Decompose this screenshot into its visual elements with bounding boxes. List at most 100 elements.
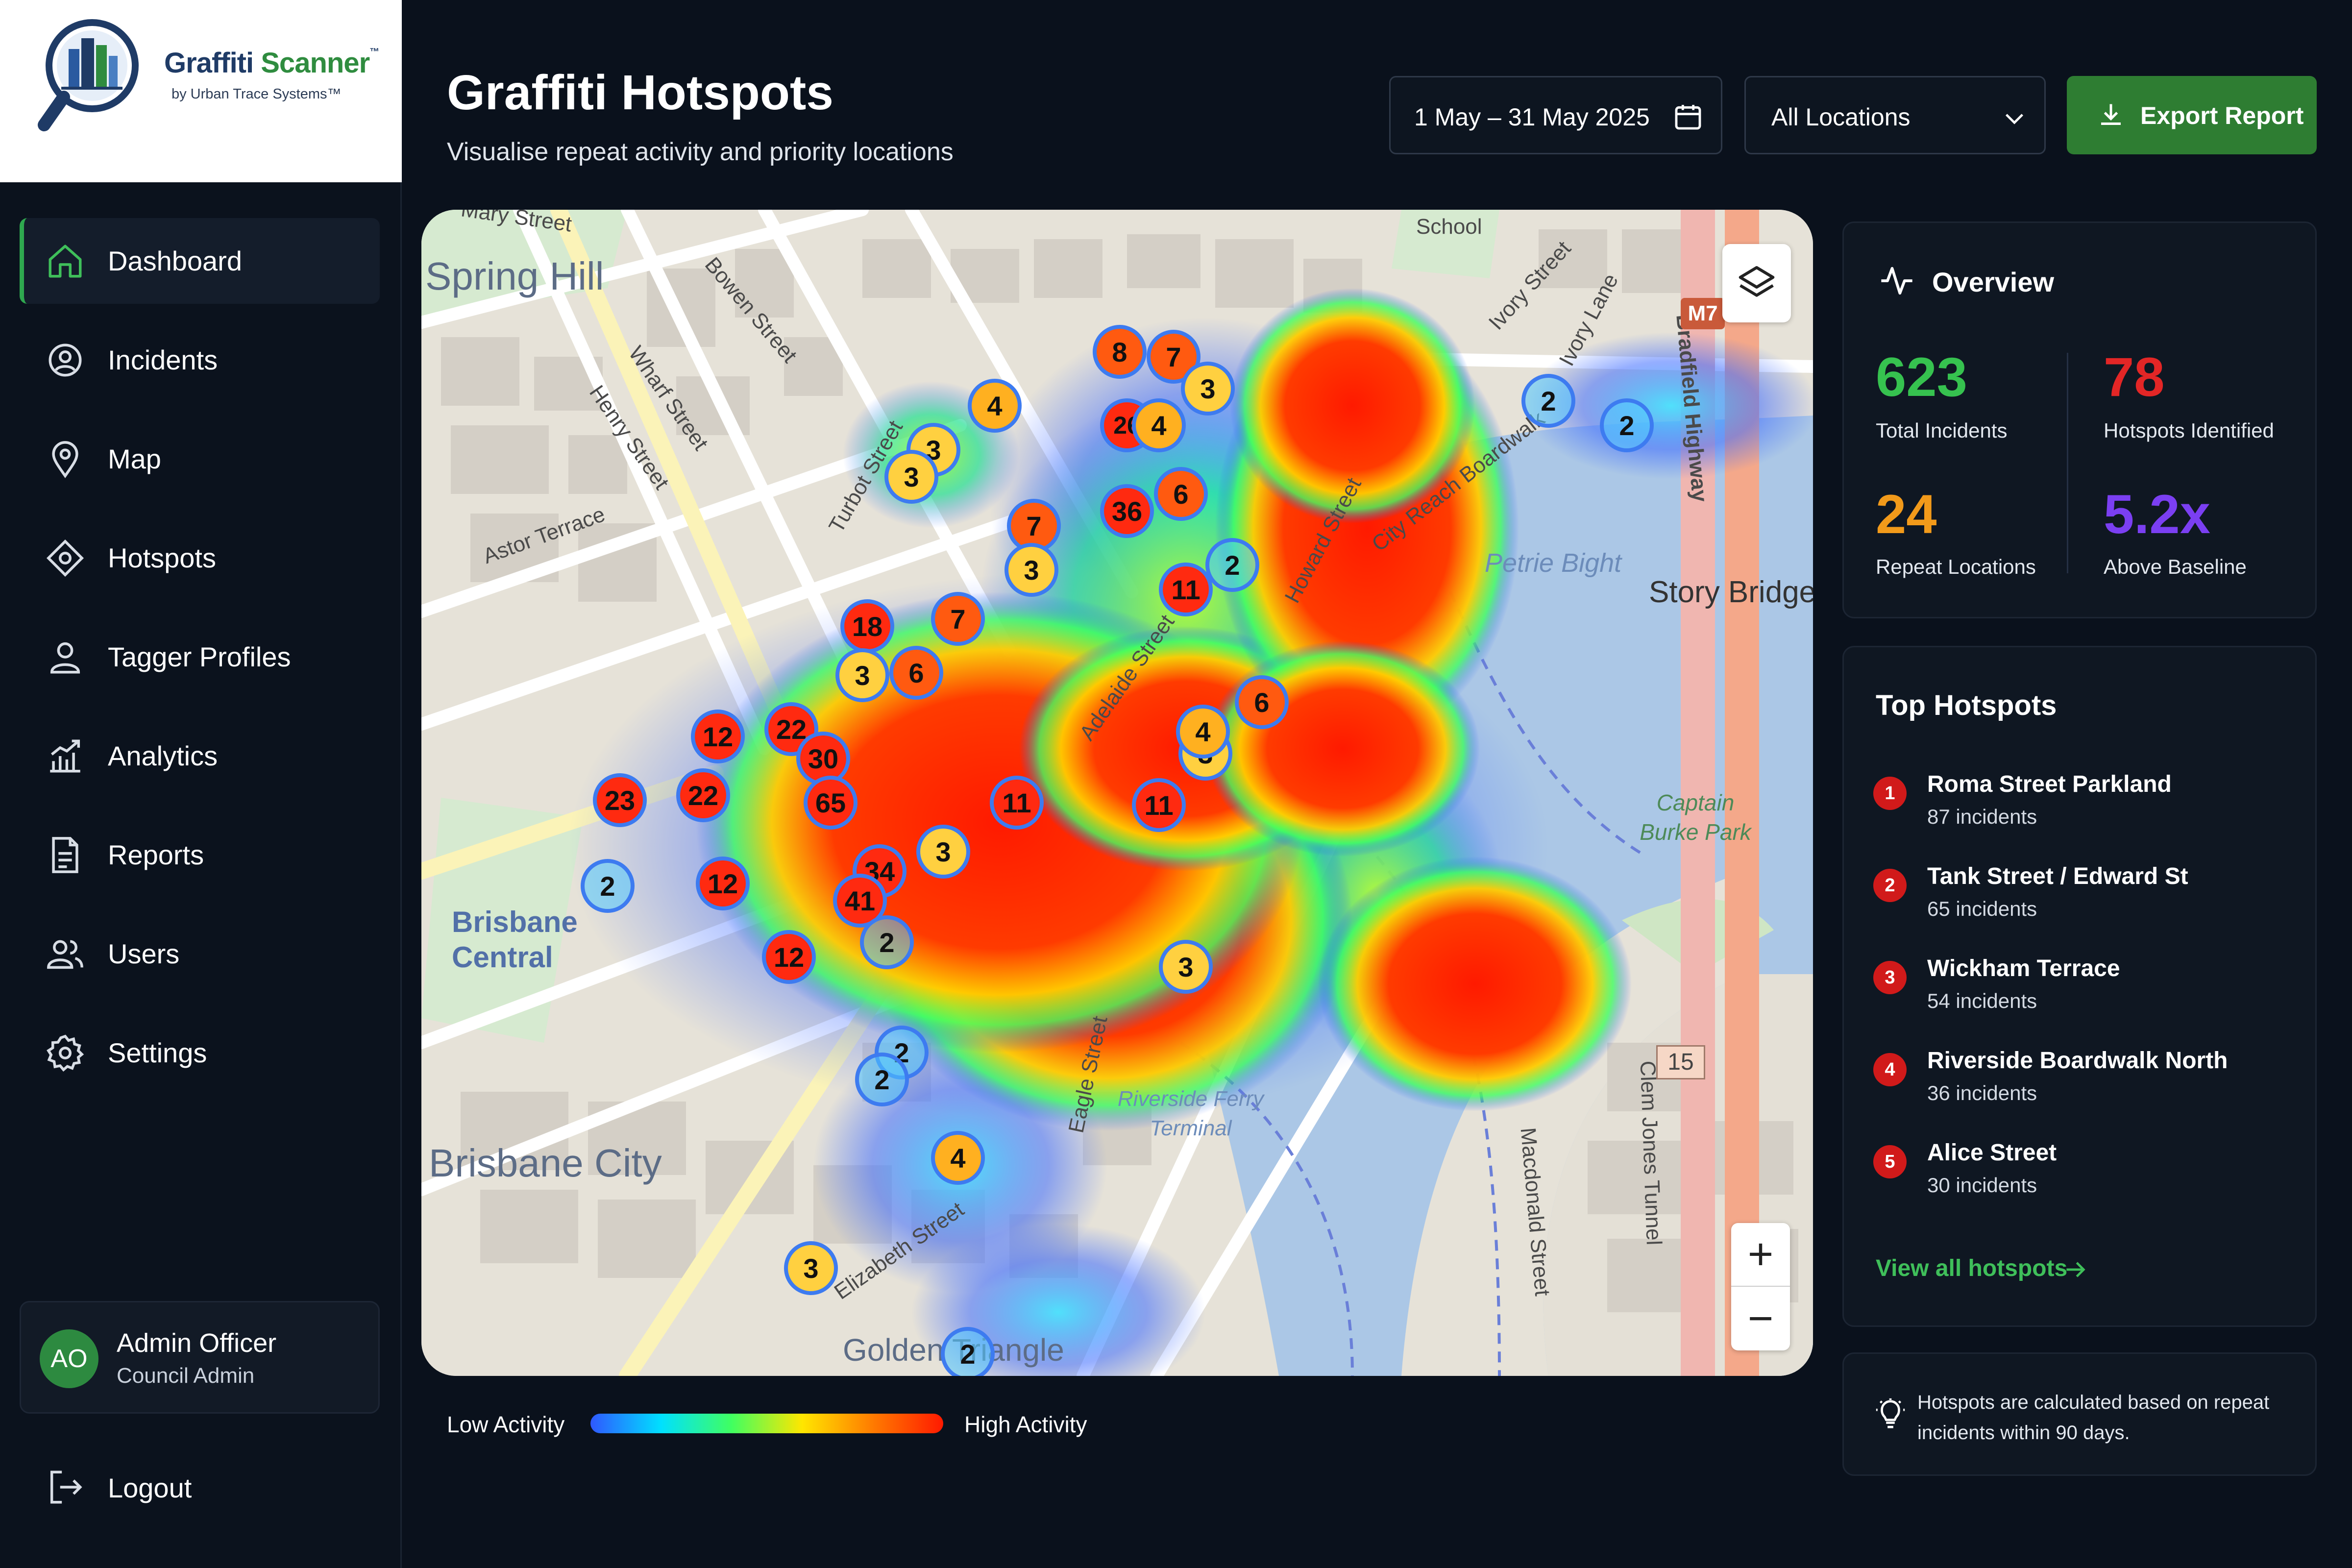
sidebar-item-label: Settings	[108, 1037, 207, 1068]
arrow-right-icon[interactable]	[2062, 1256, 2089, 1283]
sidebar-item-label: Analytics	[108, 740, 218, 771]
hotspot-cluster[interactable]: 7	[931, 592, 985, 646]
area-label-brisbane-central-text: Brisbane Central	[452, 906, 578, 974]
sidebar-item-reports[interactable]: Reports	[20, 812, 380, 898]
sidebar-item-incidents[interactable]: Incidents	[20, 317, 380, 403]
sidebar-item-map[interactable]: Map	[20, 416, 380, 502]
lightbulb-icon	[1876, 1398, 1905, 1428]
hotspot-cluster[interactable]: 2	[860, 915, 914, 969]
hotspot-cluster[interactable]: 6	[889, 646, 943, 700]
hotspot-list-item[interactable]: 3 Wickham Terrace 54 incidents	[1873, 955, 2304, 1029]
hotspot-cluster[interactable]: 12	[762, 930, 816, 984]
hotspot-count: 36 incidents	[1927, 1081, 2037, 1104]
hotspot-cluster[interactable]: 18	[840, 599, 894, 653]
sidebar-item-hotspots[interactable]: Hotspots	[20, 515, 380, 601]
hotspot-cluster[interactable]: 23	[593, 773, 647, 827]
date-range-picker[interactable]: 1 May – 31 May 2025	[1389, 76, 1722, 154]
hotspot-cluster[interactable]: 4	[968, 379, 1022, 433]
sidebar-item-analytics[interactable]: Analytics	[20, 713, 380, 799]
hotspot-cluster[interactable]: 12	[696, 857, 750, 910]
hotspot-cluster[interactable]: 3	[1004, 543, 1058, 597]
activity-icon	[1881, 267, 1912, 295]
area-label-story-bridge: Story Bridge	[1649, 575, 1813, 609]
water-label-petrie-bight: Petrie Bight	[1485, 548, 1622, 578]
hotspot-cluster[interactable]: 2	[1205, 538, 1259, 592]
water-label-ferry-terminal: Riverside Ferry Terminal	[1098, 1084, 1284, 1143]
sidebar-item-users[interactable]: Users	[20, 911, 380, 997]
hotspot-cluster[interactable]: 11	[1132, 778, 1186, 832]
zoom-out-button[interactable]: −	[1747, 1294, 1774, 1343]
hotspot-cluster[interactable]: 2	[581, 859, 635, 913]
location-select[interactable]: All Locations	[1744, 76, 2046, 154]
hotspot-name: Tank Street / Edward St	[1927, 863, 2188, 889]
hotspot-cluster[interactable]: 2	[1600, 398, 1654, 452]
hotspot-cluster[interactable]: 12	[691, 710, 745, 763]
hotspot-list-item[interactable]: 4 Riverside Boardwalk North 36 incidents	[1873, 1047, 2304, 1121]
rank-badge: 2	[1873, 869, 1907, 902]
chevron-down-icon	[2006, 114, 2023, 124]
brand-logo[interactable]: Graffiti Scanner™ by Urban Trace Systems…	[0, 0, 402, 182]
hotspot-count: 30 incidents	[1927, 1174, 2037, 1197]
sidebar-item-dashboard[interactable]: Dashboard	[20, 218, 380, 304]
rank-badge: 5	[1873, 1145, 1907, 1178]
hotspot-map[interactable]: Spring Hill Brisbane Central Brisbane Ci…	[421, 210, 1813, 1376]
logout-label: Logout	[108, 1472, 192, 1503]
hotspot-cluster[interactable]: 11	[1159, 563, 1213, 616]
sidebar-nav: Dashboard Incidents Map Hotspots Tagger …	[20, 218, 380, 1109]
hotspot-cluster[interactable]: 3	[835, 648, 889, 702]
avatar: AO	[40, 1329, 98, 1388]
hotspot-list-item[interactable]: 5 Alice Street 30 incidents	[1873, 1139, 2304, 1213]
park-label-captain-burke: Captain Burke Park	[1632, 788, 1759, 847]
hotspot-cluster[interactable]: 3	[1181, 362, 1235, 416]
hotspot-cluster[interactable]: 36	[1100, 484, 1154, 538]
hotspot-cluster[interactable]: 3	[884, 450, 938, 504]
zoom-in-button[interactable]: +	[1731, 1223, 1790, 1287]
download-icon	[2101, 104, 2121, 125]
hotspot-cluster[interactable]: 22	[676, 768, 730, 822]
sidebar-item-label: Hotspots	[108, 542, 216, 573]
rank-badge: 1	[1873, 777, 1907, 810]
brand-tagline: by Urban Trace Systems™	[172, 86, 342, 102]
date-range-value: 1 May – 31 May 2025	[1414, 103, 1650, 131]
hotspot-cluster[interactable]: 3	[784, 1241, 838, 1295]
view-all-hotspots-link[interactable]: View all hotspots	[1876, 1255, 2068, 1281]
hotspot-cluster[interactable]: 4	[1132, 398, 1186, 452]
hotspot-cluster[interactable]: 2	[941, 1327, 995, 1376]
map-layers-button[interactable]	[1722, 244, 1791, 322]
export-report-button[interactable]: Export Report	[2067, 76, 2317, 154]
hotspot-name: Wickham Terrace	[1927, 956, 2120, 981]
logout-button[interactable]: Logout	[20, 1450, 380, 1524]
hotspot-cluster[interactable]: 2	[1521, 374, 1575, 428]
sidebar-item-label: Tagger Profiles	[108, 641, 291, 672]
hotspot-cluster[interactable]: 3	[1159, 940, 1213, 994]
user-name: Admin Officer	[117, 1328, 277, 1358]
page-subtitle: Visualise repeat activity and priority l…	[447, 138, 954, 166]
hotspot-cluster[interactable]: 3	[916, 825, 970, 879]
hotspot-cluster[interactable]: 6	[1235, 675, 1289, 729]
sidebar-item-label: Dashboard	[108, 245, 242, 276]
sidebar-item-settings[interactable]: Settings	[20, 1010, 380, 1096]
hotspot-cluster[interactable]: 11	[990, 776, 1044, 830]
brand-name-part1: Graffiti	[164, 47, 254, 79]
hotspot-cluster[interactable]: 65	[804, 776, 858, 830]
area-label-spring-hill: Spring Hill	[425, 254, 604, 298]
sidebar-item-label: Map	[108, 443, 161, 474]
sidebar-item-label: Incidents	[108, 344, 218, 375]
hotspot-cluster[interactable]: 4	[1176, 705, 1230, 759]
hotspot-cluster[interactable]: 8	[1093, 325, 1147, 379]
hotspot-cluster[interactable]: 4	[931, 1131, 985, 1185]
overview-title: Overview	[1932, 267, 2055, 297]
top-hotspots-title: Top Hotspots	[1876, 689, 2057, 721]
hotspot-count: 87 incidents	[1927, 805, 2037, 828]
user-profile-card[interactable]: AO Admin Officer Council Admin	[20, 1301, 380, 1414]
hotspot-list-item[interactable]: 1 Roma Street Parkland 87 incidents	[1873, 771, 2304, 844]
stat-hotspots-label: Hotspots Identified	[2104, 419, 2274, 442]
sidebar-item-tagger-profiles[interactable]: Tagger Profiles	[20, 614, 380, 700]
hotspot-count: 65 incidents	[1927, 897, 2037, 920]
hotspot-list-item[interactable]: 2 Tank Street / Edward St 65 incidents	[1873, 863, 2304, 936]
location-select-value: All Locations	[1771, 103, 1911, 131]
road-badge-m7: M7	[1681, 298, 1725, 329]
hotspot-cluster[interactable]: 2	[855, 1053, 909, 1106]
hotspot-cluster[interactable]: 6	[1154, 467, 1208, 521]
calendar-icon	[1675, 105, 1701, 130]
